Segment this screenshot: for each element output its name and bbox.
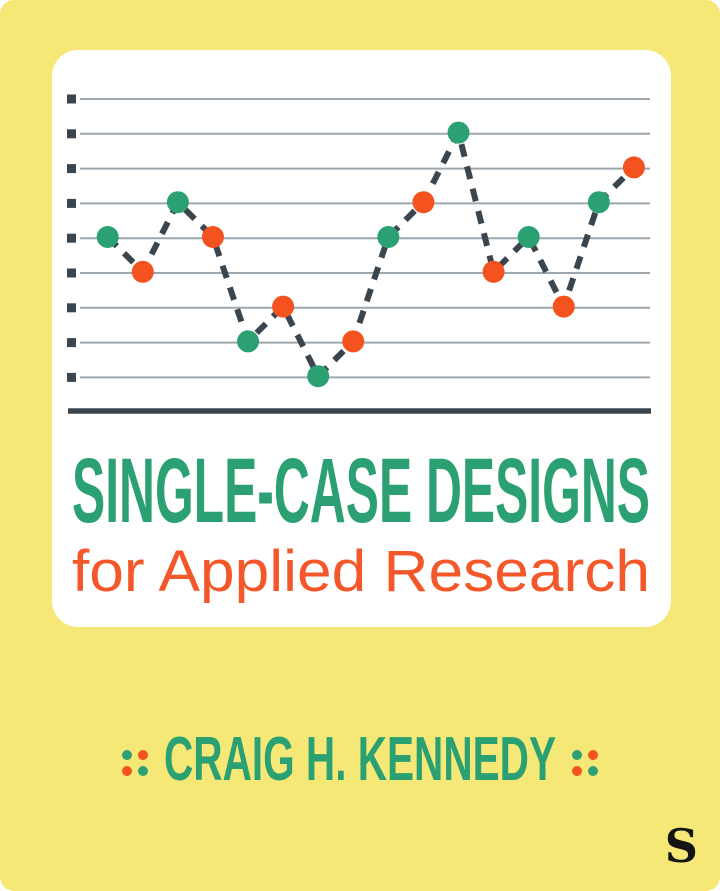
ornament-dot — [122, 750, 132, 760]
author-name: CRAIG H. KENNEDY — [164, 725, 556, 794]
data-point — [307, 365, 330, 388]
axis-tick — [67, 372, 76, 382]
line-chart — [67, 94, 651, 414]
ornament-dot — [122, 766, 132, 776]
ornament-dot — [572, 750, 582, 760]
axis-tick — [67, 268, 76, 278]
author-name-block: CRAIG H. KENNEDY — [164, 725, 556, 794]
axis-tick — [67, 198, 76, 208]
ornament-dot — [138, 750, 148, 760]
trend-line — [105, 129, 637, 380]
axis-tick — [67, 338, 76, 348]
author-dots-left-ornament — [122, 750, 148, 776]
publisher-logo: S — [664, 819, 698, 873]
data-point — [237, 330, 260, 353]
data-point — [447, 121, 470, 144]
ornament-dot — [572, 766, 582, 776]
data-point — [587, 191, 610, 214]
ornament-dot — [138, 766, 148, 776]
data-point — [412, 191, 435, 214]
axis-tick — [67, 233, 76, 243]
ornament-dot — [588, 766, 598, 776]
data-point — [272, 295, 295, 318]
data-point — [552, 295, 575, 318]
data-point — [482, 260, 505, 283]
book-title-block: SINGLE-CASE DESIGNS — [72, 440, 650, 542]
data-point — [201, 226, 224, 248]
data-point — [342, 330, 365, 353]
data-point — [517, 226, 540, 248]
axis-tick — [67, 129, 76, 139]
book-subtitle-block: for Applied Research — [72, 539, 650, 604]
data-point — [377, 226, 400, 248]
author-dots-right-ornament — [572, 750, 598, 776]
axis-tick — [67, 94, 76, 104]
data-point — [131, 260, 154, 283]
author-row: CRAIG H. KENNEDY — [0, 725, 720, 794]
axis-tick — [67, 303, 76, 313]
ornament-dot — [588, 750, 598, 760]
axis-tick — [67, 164, 76, 174]
book-title: SINGLE-CASE DESIGNS — [72, 440, 650, 542]
chart-card: SINGLE-CASE DESIGNS for Applied Research — [52, 50, 671, 627]
data-point — [166, 191, 189, 214]
data-point — [96, 226, 119, 248]
data-point — [622, 156, 645, 179]
book-subtitle: for Applied Research — [72, 539, 650, 604]
